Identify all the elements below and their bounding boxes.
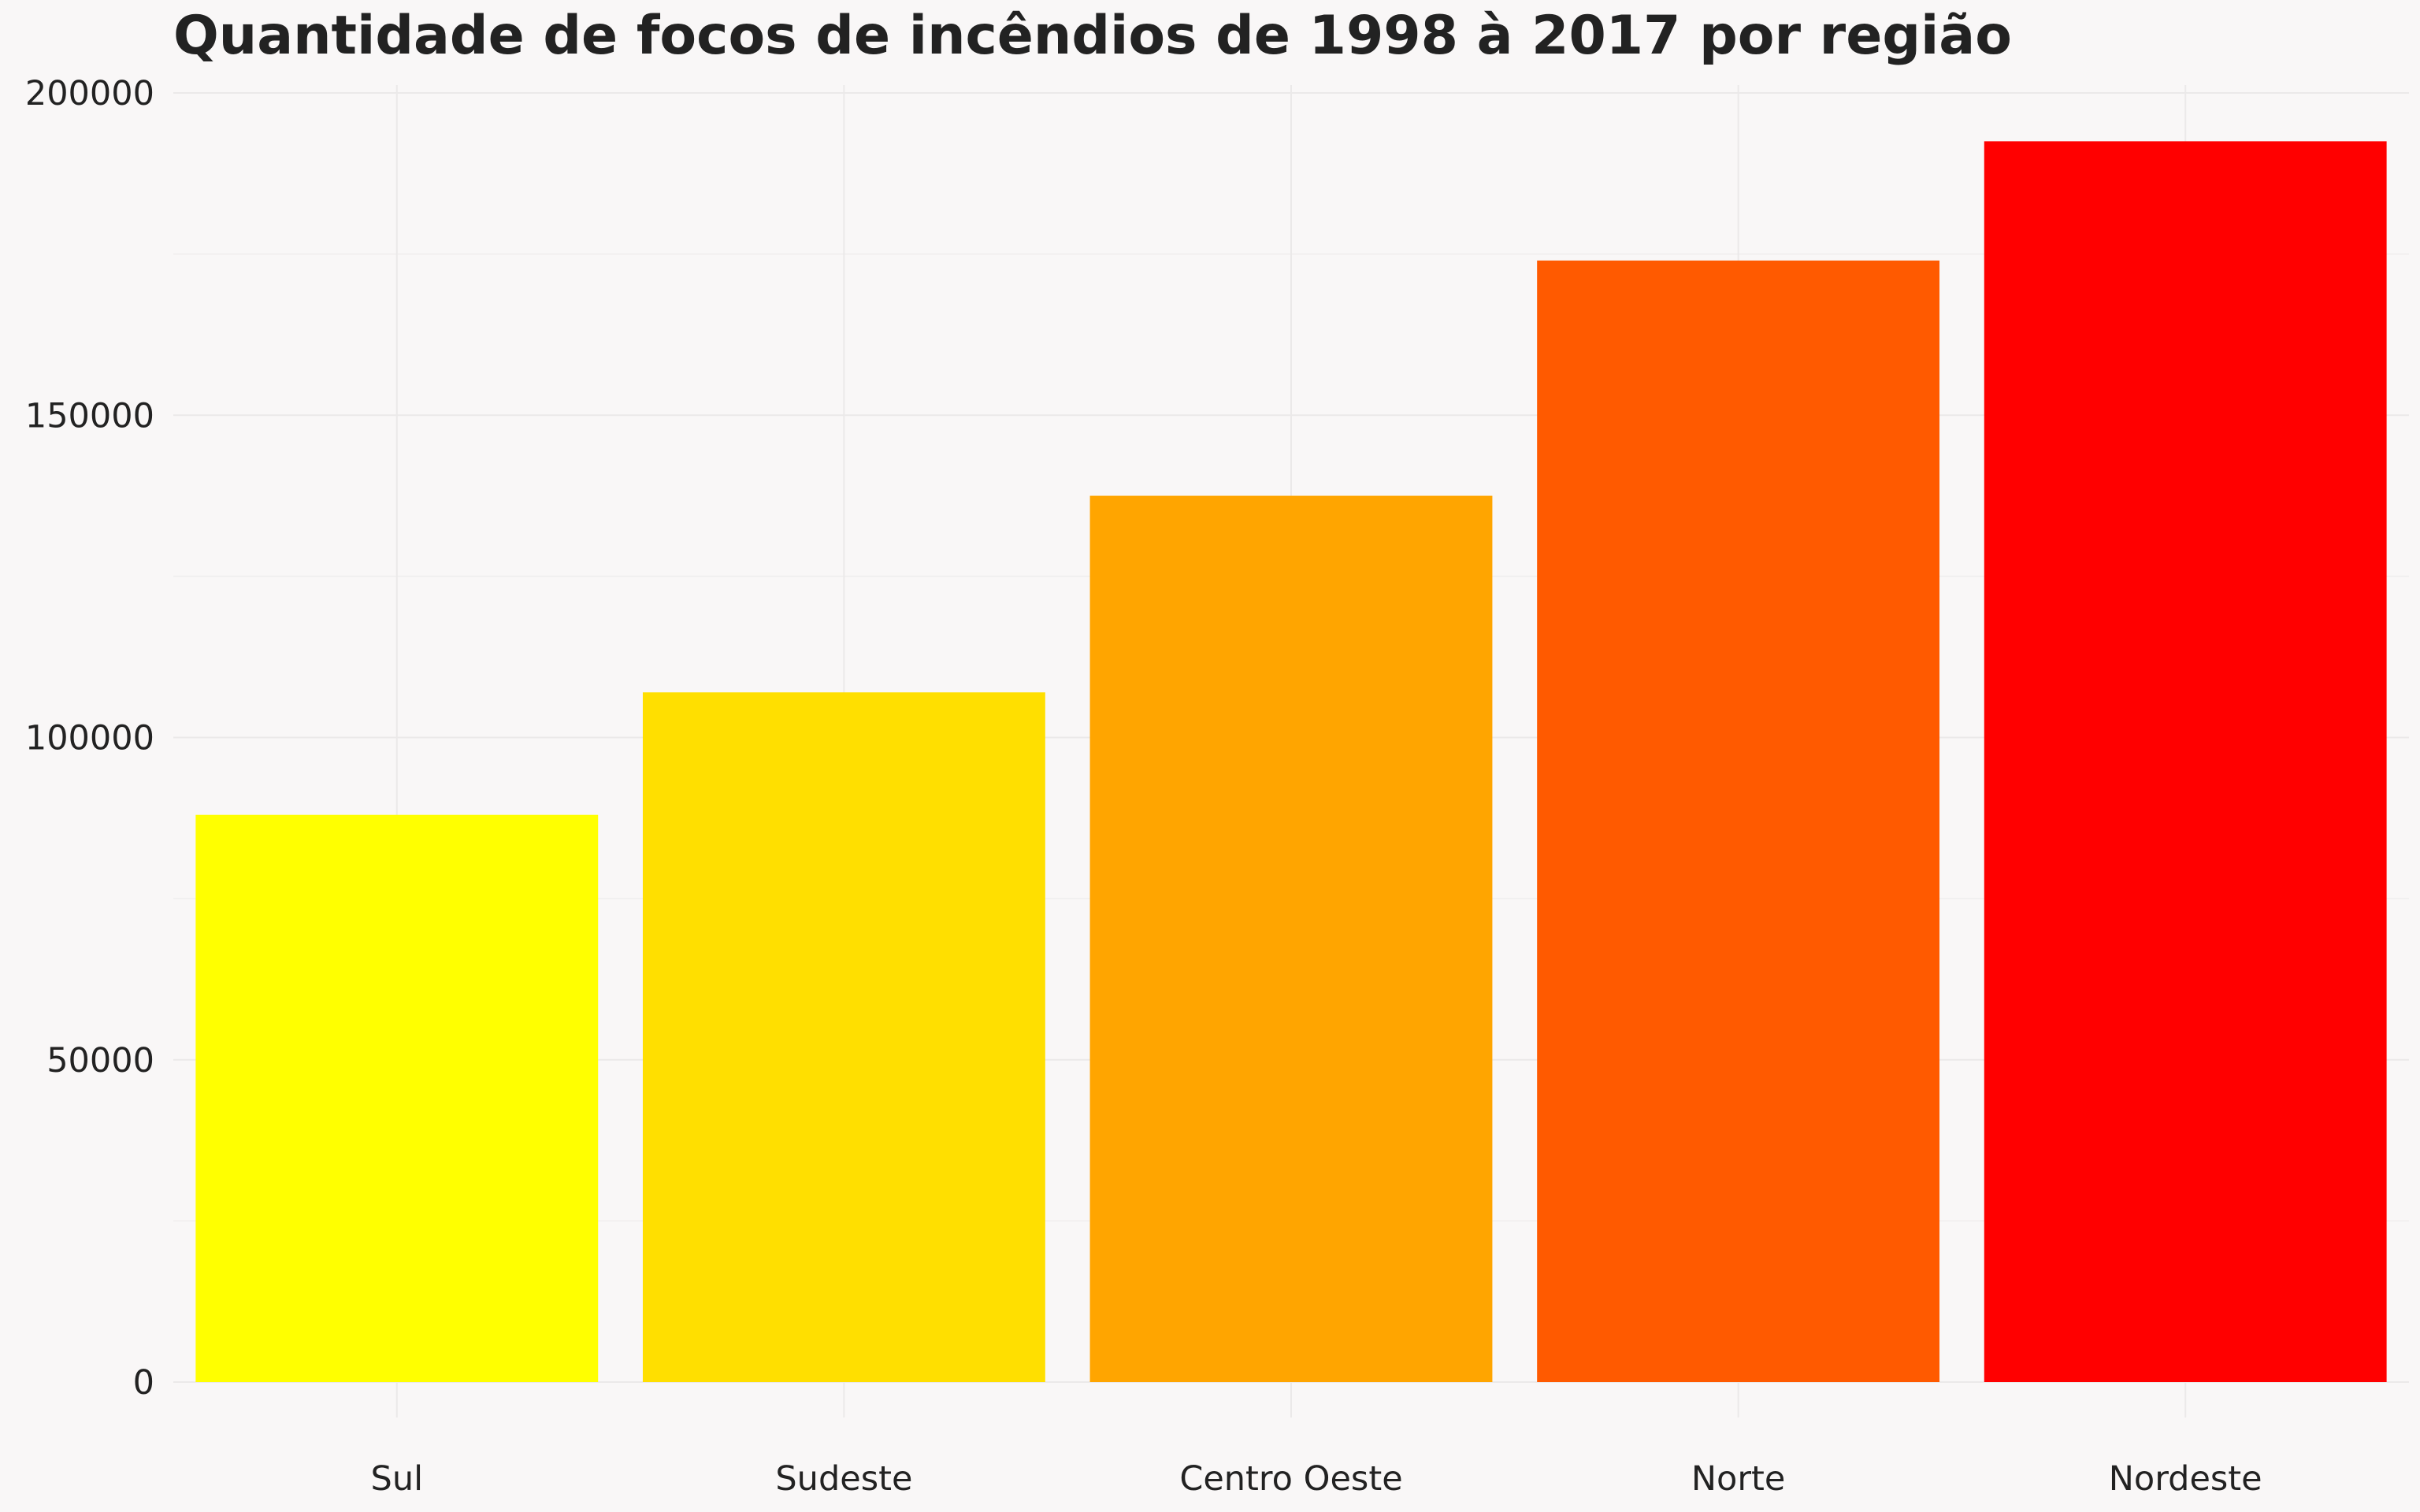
y-tick-label: 150000 xyxy=(25,396,154,435)
bar-norte xyxy=(1537,260,1940,1382)
y-tick-label: 50000 xyxy=(46,1041,154,1080)
x-tick-label: Sudeste xyxy=(775,1459,912,1499)
x-tick-label: Norte xyxy=(1691,1459,1785,1499)
y-tick-label: 200000 xyxy=(25,74,154,113)
bar-sul xyxy=(195,814,599,1382)
x-tick-label: Centro Oeste xyxy=(1179,1459,1402,1499)
chart-title: Quantidade de focos de incêndios de 1998… xyxy=(173,5,2012,67)
bar-sudeste xyxy=(642,692,1045,1382)
y-tick-label: 100000 xyxy=(25,719,154,758)
x-axis-ticks: Sul Sudeste Centro Oeste Norte Nordeste xyxy=(371,1459,2262,1499)
x-tick-label: Sul xyxy=(371,1459,424,1499)
bar-nordeste xyxy=(1984,141,2387,1383)
x-tick-label: Nordeste xyxy=(2109,1459,2262,1499)
y-axis-ticks: 0 50000 100000 150000 200000 xyxy=(25,74,154,1403)
y-tick-label: 0 xyxy=(133,1363,154,1403)
bars xyxy=(195,141,2387,1383)
bar-centro-oeste xyxy=(1089,495,1493,1382)
